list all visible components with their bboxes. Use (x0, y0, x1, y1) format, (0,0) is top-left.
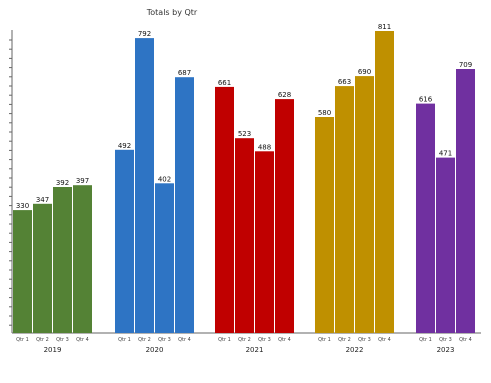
bar (235, 138, 254, 333)
x-tick-label: Qtr 2 (338, 337, 351, 343)
bars-layer (13, 31, 475, 334)
bar (135, 38, 154, 333)
x-tick-label: Qtr 1 (16, 337, 29, 343)
bar-value-label: 811 (378, 23, 391, 31)
bar (315, 117, 334, 333)
year-label: 2021 (246, 346, 264, 354)
bar-value-label: 628 (278, 91, 291, 99)
x-tick-label: Qtr 2 (238, 337, 251, 343)
bar-value-label: 709 (459, 61, 472, 69)
bar-value-label: 392 (56, 179, 69, 187)
bar-value-label: 402 (158, 175, 171, 183)
year-label: 2020 (146, 346, 164, 354)
x-tick-label: Qtr 1 (318, 337, 331, 343)
bar (33, 203, 52, 333)
bar-value-label: 690 (358, 68, 371, 76)
x-tick-label: Qtr 3 (56, 337, 69, 343)
bar-value-label: 687 (178, 69, 191, 77)
bar (255, 151, 274, 333)
bar (215, 86, 234, 334)
bar-value-label: 397 (76, 177, 89, 185)
bar (275, 99, 294, 333)
x-tick-label: Qtr 3 (158, 337, 171, 343)
bar (53, 187, 72, 333)
bar-value-label: 330 (16, 202, 29, 210)
bar (355, 76, 374, 333)
bar (115, 149, 134, 333)
year-label: 2019 (44, 346, 62, 354)
chart-title: Totals by Qtr (146, 8, 198, 17)
x-tick-label: Qtr 3 (439, 337, 452, 343)
bar (73, 185, 92, 333)
bar-value-label: 663 (338, 78, 351, 86)
x-tick-label: Qtr 4 (178, 337, 191, 343)
bar-value-label: 616 (419, 96, 433, 104)
x-tick-label: Qtr 3 (358, 337, 371, 343)
bar-value-label: 523 (238, 130, 251, 138)
bar-value-label: 488 (258, 143, 271, 151)
x-tick-label: Qtr 4 (459, 337, 472, 343)
year-label: 2023 (437, 346, 455, 354)
bar (416, 103, 435, 333)
x-tick-label: Qtr 1 (419, 337, 432, 343)
bar (456, 69, 475, 333)
x-tick-label: Qtr 4 (378, 337, 391, 343)
x-tick-label: Qtr 3 (258, 337, 271, 343)
bar (375, 31, 394, 333)
bar (335, 86, 354, 333)
bar (155, 183, 174, 333)
bar (436, 157, 455, 333)
year-label: 2022 (346, 346, 364, 354)
labels-layer: 330 Qtr 1 347 Qtr 2 392 Qtr 3 397 Qtr 4 2019 492 Q… (16, 23, 472, 354)
x-tick-label: Qtr 2 (36, 337, 49, 343)
bar (175, 77, 194, 333)
bar-value-label: 492 (118, 142, 131, 150)
y-axis-minor-ticks (9, 39, 12, 326)
bar-value-label: 661 (218, 79, 231, 87)
bar-value-label: 347 (36, 196, 49, 204)
bar (13, 210, 32, 333)
x-tick-label: Qtr 1 (218, 337, 231, 343)
x-tick-label: Qtr 4 (278, 337, 291, 343)
x-tick-label: Qtr 1 (118, 337, 131, 343)
x-tick-label: Qtr 4 (76, 337, 89, 343)
x-tick-label: Qtr 2 (138, 337, 151, 343)
bar-value-label: 580 (318, 109, 331, 117)
bar-value-label: 792 (138, 30, 151, 38)
bar-value-label: 471 (439, 150, 452, 158)
